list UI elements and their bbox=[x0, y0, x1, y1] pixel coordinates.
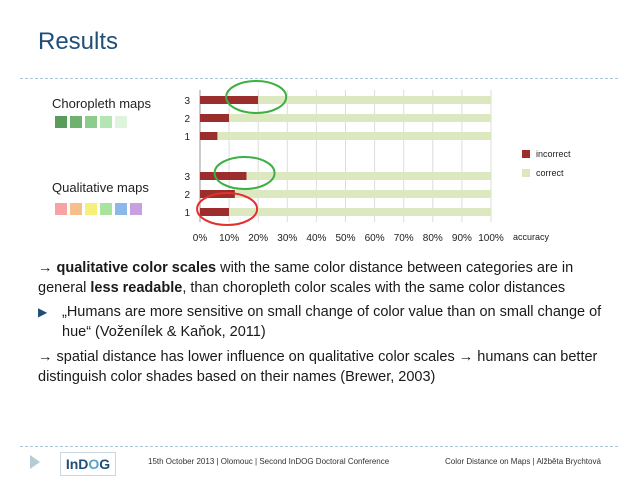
bar-incorrect bbox=[200, 208, 230, 216]
finding-1-middle: with the same color distance between cat… bbox=[38, 260, 574, 296]
group-label-choropleth: Choropleth maps bbox=[52, 96, 151, 111]
bar-correct bbox=[246, 172, 491, 180]
bottom-divider bbox=[20, 446, 618, 447]
x-tick-label: 40% bbox=[306, 233, 326, 244]
group-label-qualitative: Qualitative maps bbox=[52, 180, 149, 195]
slide-arrow-icon bbox=[30, 455, 40, 469]
legend-swatch-incorrect bbox=[522, 150, 530, 158]
color-swatch bbox=[130, 203, 142, 215]
x-tick-label: 90% bbox=[452, 233, 472, 244]
bar-correct bbox=[229, 114, 491, 122]
arrow-icon: → bbox=[38, 349, 53, 365]
x-tick-label: 60% bbox=[365, 233, 385, 244]
arrow-icon: → bbox=[38, 260, 53, 276]
bar-correct bbox=[258, 96, 491, 104]
quote-bullet: ▶ „Humans are more sensitive on small cha… bbox=[38, 302, 613, 342]
bar-correct bbox=[234, 190, 492, 198]
bar-incorrect bbox=[200, 96, 259, 104]
bar-incorrect bbox=[200, 132, 218, 140]
color-swatch bbox=[100, 116, 112, 128]
color-swatch bbox=[55, 116, 67, 128]
bar-correct bbox=[217, 132, 491, 140]
color-swatch bbox=[55, 203, 67, 215]
choropleth-swatches bbox=[55, 116, 127, 128]
color-swatch bbox=[70, 203, 82, 215]
category-label: 2 bbox=[184, 190, 190, 201]
logo-part-b: G bbox=[99, 456, 111, 472]
qualitative-swatches bbox=[55, 203, 142, 215]
category-label: 3 bbox=[184, 96, 190, 107]
findings-text: → qualitative color scales with the same… bbox=[38, 258, 613, 390]
slide-title: Results bbox=[38, 28, 119, 55]
quote-text: „Humans are more sensitive on small chan… bbox=[62, 304, 602, 340]
annotation-circle bbox=[196, 192, 259, 226]
legend-label-incorrect: incorrect bbox=[536, 149, 571, 159]
x-tick-label: 100% bbox=[478, 233, 504, 244]
x-tick-label: 80% bbox=[423, 233, 443, 244]
footer-author: Color Distance on Maps | Alžběta Brychto… bbox=[445, 457, 601, 466]
annotation-circle bbox=[225, 80, 288, 114]
indog-logo: InD O G bbox=[60, 452, 116, 476]
emphasis-qualitative: qualitative color scales bbox=[56, 260, 217, 276]
category-label: 2 bbox=[184, 114, 190, 125]
arrow-icon: → bbox=[458, 349, 474, 365]
logo-part-o: O bbox=[88, 456, 100, 472]
finding-2-middle: spatial distance has lower influence on … bbox=[52, 349, 459, 365]
finding-paragraph-1: → qualitative color scales with the same… bbox=[38, 258, 613, 298]
annotation-circle bbox=[213, 156, 276, 190]
bar-correct bbox=[229, 208, 491, 216]
emphasis-less-readable: less readable bbox=[90, 280, 183, 296]
legend-swatch-correct bbox=[522, 169, 530, 177]
color-swatch bbox=[115, 203, 127, 215]
color-swatch bbox=[115, 116, 127, 128]
x-tick-label: 30% bbox=[277, 233, 297, 244]
finding-paragraph-2: → spatial distance has lower influence o… bbox=[38, 347, 613, 387]
x-axis-label: accuracy bbox=[513, 232, 550, 242]
bar-incorrect bbox=[200, 172, 247, 180]
x-tick-label: 20% bbox=[248, 233, 268, 244]
top-divider bbox=[20, 78, 618, 79]
category-label: 1 bbox=[184, 132, 190, 143]
finding-2-end: humans can better distinguish color shad… bbox=[38, 349, 598, 385]
color-swatch bbox=[85, 203, 97, 215]
color-swatch bbox=[85, 116, 97, 128]
category-label: 1 bbox=[184, 208, 190, 219]
footer-conference: 15th October 2013 | Olomouc | Second InD… bbox=[148, 457, 390, 466]
bar-incorrect bbox=[200, 114, 230, 122]
category-label: 3 bbox=[184, 172, 190, 183]
color-swatch bbox=[70, 116, 82, 128]
color-swatch bbox=[100, 203, 112, 215]
logo-part-a: InD bbox=[65, 456, 89, 472]
bullet-triangle-icon: ▶ bbox=[38, 305, 48, 319]
finding-1-end: , than choropleth color scales with the … bbox=[182, 280, 566, 296]
legend-label-correct: correct bbox=[536, 168, 564, 178]
x-tick-label: 10% bbox=[219, 233, 239, 244]
x-tick-label: 0% bbox=[193, 233, 208, 244]
x-tick-label: 50% bbox=[335, 233, 355, 244]
x-tick-label: 70% bbox=[394, 233, 414, 244]
